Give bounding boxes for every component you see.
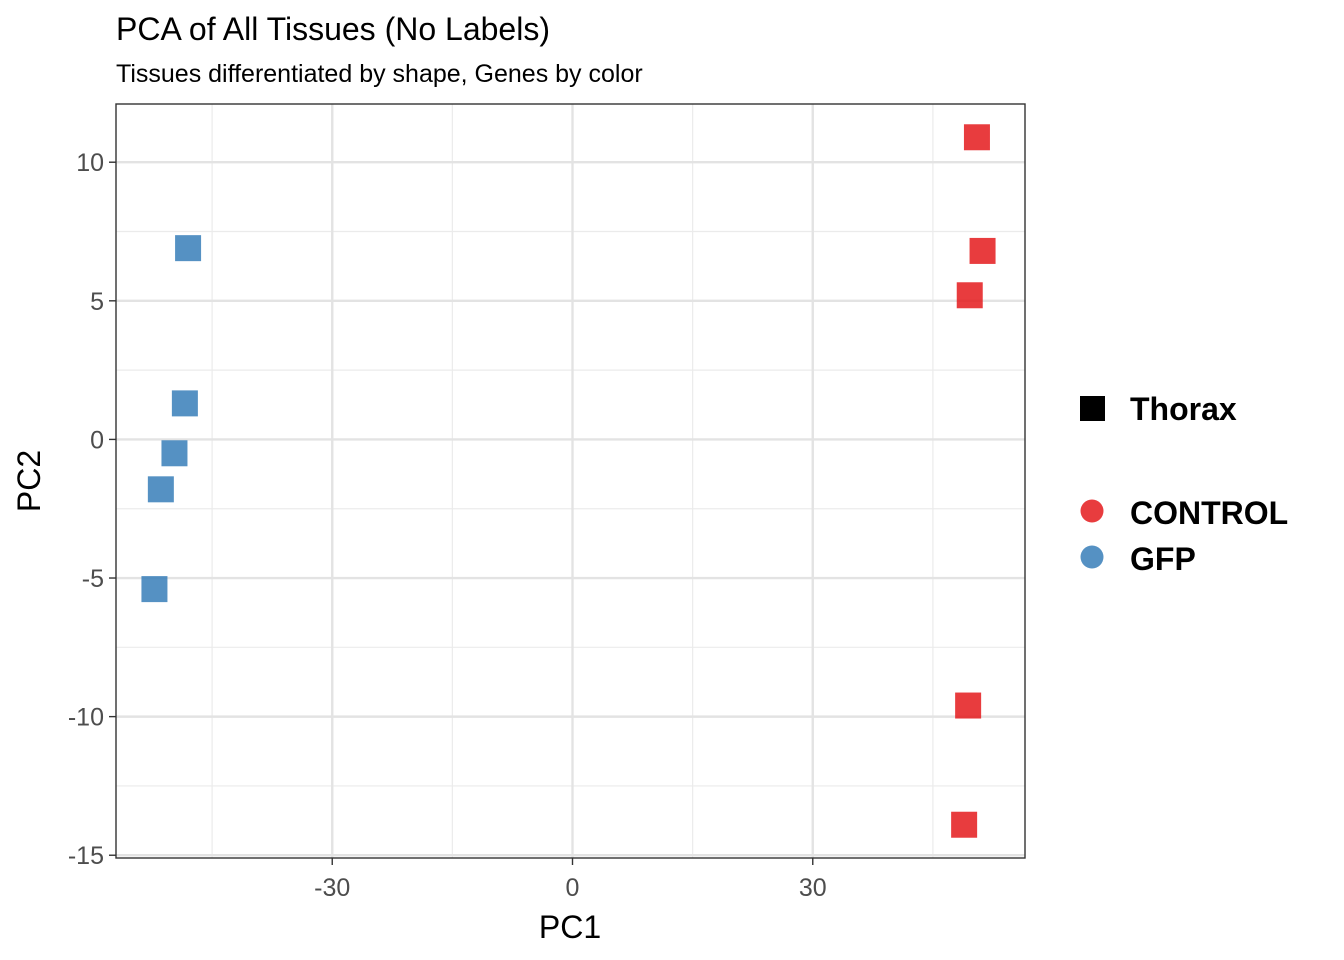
- legend-gfp-dot-icon: [1080, 545, 1104, 569]
- legend-control-dot-icon: [1080, 499, 1104, 523]
- data-point-control: [956, 282, 983, 309]
- y-tick-labels: 10 5 0 -5 -10 -15: [68, 149, 104, 870]
- data-point-control: [969, 237, 996, 264]
- y-tick-label: -5: [82, 565, 104, 593]
- data-point-gfp: [147, 476, 174, 503]
- data-point-gfp: [161, 440, 188, 467]
- x-tick-label: 30: [799, 874, 827, 902]
- legend-square-icon: [1080, 396, 1105, 421]
- legend: Thorax CONTROL GFP: [1080, 391, 1288, 577]
- data-point-control: [963, 124, 990, 151]
- grid-major: [116, 104, 1025, 858]
- plot-panel-border: [115, 103, 1026, 859]
- data-point-control: [951, 811, 978, 838]
- chart-title: PCA of All Tissues (No Labels): [116, 11, 550, 47]
- x-axis-title: PC1: [539, 909, 601, 945]
- legend-label-gfp: GFP: [1130, 541, 1196, 577]
- grid-minor: [116, 104, 1025, 858]
- data-point-gfp: [175, 235, 202, 262]
- axis-ticks: [109, 161, 814, 865]
- x-tick-label: -30: [314, 874, 350, 902]
- legend-label-thorax: Thorax: [1130, 391, 1237, 427]
- y-tick-label: 5: [90, 288, 104, 316]
- chart-subtitle: Tissues differentiated by shape, Genes b…: [116, 60, 643, 88]
- y-tick-label: 0: [90, 426, 104, 454]
- y-tick-label: -10: [68, 704, 104, 732]
- data-point-control: [955, 692, 982, 719]
- y-tick-label: -15: [68, 842, 104, 870]
- y-axis-title: PC2: [11, 450, 47, 512]
- y-tick-label: 10: [76, 149, 104, 177]
- x-tick-labels: -30 0 30: [314, 874, 827, 902]
- legend-label-control: CONTROL: [1130, 495, 1288, 531]
- data-point-gfp: [141, 576, 168, 603]
- data-points: [141, 124, 996, 838]
- x-tick-label: 0: [566, 874, 580, 902]
- data-point-gfp: [171, 390, 198, 417]
